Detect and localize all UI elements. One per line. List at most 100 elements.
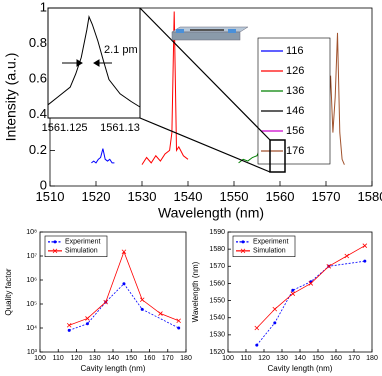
y-tick-label: 0.4: [29, 106, 47, 121]
marker: [272, 306, 278, 312]
y-axis-label: Intensity (a.u.): [3, 53, 19, 142]
marker: [66, 322, 72, 328]
marker: [326, 264, 332, 269]
x-tick-label: 1510: [36, 189, 65, 204]
legend-label: 136: [286, 85, 304, 97]
legend-label: 146: [286, 105, 304, 117]
y-tick-label: 10⁴: [26, 325, 37, 332]
x-tick-label: 140: [107, 355, 119, 362]
x-tick-label: 1570: [312, 189, 341, 204]
marker: [273, 321, 277, 325]
marker: [290, 291, 296, 296]
marker: [139, 297, 145, 303]
x-tick-label: 120: [258, 355, 270, 362]
marker: [363, 259, 367, 263]
marker: [67, 328, 71, 332]
x-tick-label: 1540: [174, 189, 203, 204]
marker: [291, 288, 295, 292]
legend-marker: [241, 240, 245, 244]
marker: [158, 311, 163, 316]
y-tick-label: 1550: [209, 297, 225, 304]
chart: 1561.125 1561.13: [42, 7, 141, 134]
x-tick-label: 180: [366, 355, 378, 362]
series-line: [141, 11, 189, 165]
legend-label: Experiment: [65, 239, 100, 246]
y-axis-label: Wavelength (nm): [191, 261, 200, 322]
marker: [85, 316, 90, 321]
marker: [254, 325, 260, 331]
x-tick-label: 160: [330, 355, 342, 362]
legend-label: Simulation: [65, 248, 98, 255]
y-tick-label: 1560: [209, 280, 225, 287]
marker: [344, 253, 350, 259]
marker: [362, 243, 368, 248]
x-axis-label: Wavelength (nm): [158, 205, 264, 221]
marker: [255, 343, 259, 347]
x-axis-label: Cavity length (nm): [81, 364, 146, 373]
series-line: [47, 15, 141, 108]
marker: [85, 322, 89, 326]
device-image: [171, 26, 249, 41]
y-axis-label: Quality factor: [4, 268, 13, 315]
x-tick-label: 170: [162, 355, 174, 362]
x-tick-label: 1580: [358, 189, 382, 204]
y-tick-label: 10⁷: [27, 253, 38, 260]
legend-label: 116: [286, 45, 304, 57]
annotation: 2.1 pm: [104, 44, 138, 56]
x-tick-label: 150: [312, 355, 324, 362]
legend-label: 176: [286, 145, 304, 157]
y-tick-label: 10³: [27, 349, 38, 356]
x-tick-label: 100: [34, 355, 46, 362]
y-tick-label: 1: [40, 0, 47, 14]
legend-marker: [52, 248, 58, 254]
y-tick-label: 1580: [209, 246, 225, 253]
marker: [308, 281, 314, 286]
y-tick-label: 1530: [209, 332, 225, 339]
y-tick-label: 10⁵: [26, 301, 37, 308]
marker: [121, 249, 127, 255]
width-arrows: [62, 59, 112, 67]
y-tick-label: 1520: [209, 349, 225, 356]
y-tick-label: 0.6: [29, 71, 47, 86]
x-tick-label: 110: [240, 355, 251, 362]
y-tick-label: 0: [40, 177, 47, 192]
y-tick-label: 0.2: [29, 142, 47, 157]
x-tick-label: 160: [144, 355, 156, 362]
x-tick-label: 1520: [82, 189, 111, 204]
marker: [140, 307, 144, 311]
series-line: [256, 260, 365, 346]
chart: 100 110 120 130 140 150 160 170 180 1520 1530 1540 1…: [209, 229, 378, 362]
legend-marker: [53, 240, 57, 244]
y-tick-label: 10⁸: [26, 229, 37, 236]
x-tick-label: 170: [348, 355, 360, 362]
x-tick-label: 110: [53, 355, 64, 362]
x-tick-label: 1561.13: [100, 122, 140, 134]
marker: [177, 326, 181, 330]
legend: [232, 235, 296, 258]
x-tick-label: 130: [89, 355, 101, 362]
x-tick-label: 180: [180, 355, 192, 362]
marker: [122, 282, 126, 286]
x-tick-label: 150: [125, 355, 137, 362]
series-line: [69, 283, 179, 331]
zoom-line: [139, 7, 271, 141]
y-tick-label: 0.8: [29, 35, 47, 50]
marker: [103, 299, 108, 305]
chart: 100 110 120 130 140 150 160 170 180 10³ 10⁴ 10⁵ 10⁶ 1…: [26, 229, 192, 362]
legend: [44, 235, 108, 258]
y-tick-label: 1570: [209, 263, 225, 270]
legend-label: 156: [286, 125, 304, 137]
y-tick-label: 1540: [209, 315, 225, 322]
x-tick-label: 1550: [220, 189, 249, 204]
marker: [176, 318, 181, 324]
x-tick-label: 120: [71, 355, 83, 362]
x-tick-label: 1561.125: [42, 122, 88, 134]
y-tick-label: 1590: [209, 229, 225, 236]
zoom-line: [139, 117, 271, 173]
legend-label: Simulation: [253, 248, 286, 255]
legend-marker: [240, 248, 246, 254]
x-tick-label: 1560: [266, 189, 295, 204]
x-tick-label: 100: [222, 355, 234, 362]
x-tick-label: 140: [294, 355, 306, 362]
